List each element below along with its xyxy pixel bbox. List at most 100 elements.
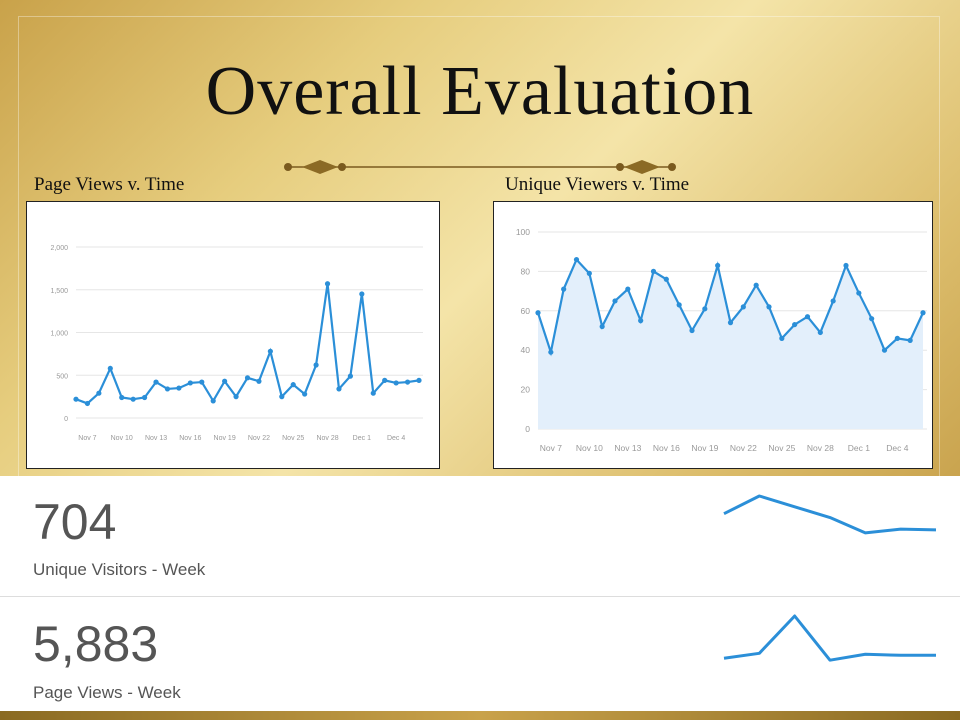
x-tick-label: Nov 16 — [179, 435, 201, 442]
data-point — [256, 378, 262, 384]
data-point — [843, 262, 849, 269]
data-point — [164, 386, 171, 392]
data-point — [727, 320, 734, 326]
data-point — [142, 394, 148, 401]
y-tick-label: 1,000 — [50, 331, 68, 338]
data-point — [702, 306, 708, 312]
y-tick-label: 20 — [521, 385, 531, 395]
data-point — [393, 380, 399, 386]
x-tick-label: Nov 28 — [807, 443, 834, 453]
page-views-chart-svg: 0 500 1,000 1,500 2,000 Nov 7 Nov 10 Nov 13 Nov … — [50, 245, 423, 442]
data-point — [359, 291, 365, 297]
data-point — [313, 362, 319, 368]
data-point — [187, 380, 193, 386]
x-tick-label: Dec 1 — [353, 435, 371, 442]
right-chart-label: Unique Viewers v. Time — [505, 174, 690, 195]
data-point — [625, 286, 631, 292]
data-point — [779, 335, 785, 341]
unique-visitors-value: 704 — [33, 494, 117, 550]
data-point — [869, 316, 875, 322]
unique-visitors-label: Unique Visitors - Week — [33, 560, 206, 579]
y-tick-label: 2,000 — [50, 245, 68, 252]
data-point — [573, 256, 580, 263]
data-point — [753, 282, 759, 288]
series-line — [75, 283, 420, 405]
slide-title: Overall Evaluation — [205, 53, 755, 130]
x-tick-label: Nov 19 — [691, 443, 718, 453]
data-point — [130, 396, 136, 402]
x-tick-label: Dec 4 — [387, 435, 405, 442]
data-point — [715, 262, 721, 269]
x-tick-label: Nov 16 — [653, 443, 680, 453]
data-point — [96, 390, 102, 396]
data-point — [689, 327, 695, 334]
data-point — [599, 323, 605, 330]
x-tick-label: Nov 19 — [214, 435, 236, 442]
y-tick-label: 80 — [521, 266, 531, 276]
x-tick-label: Nov 13 — [145, 435, 167, 442]
left-chart-label: Page Views v. Time — [34, 174, 185, 195]
page-views-value: 5,883 — [33, 616, 159, 672]
x-tick-label: Nov 10 — [111, 435, 133, 442]
x-tick-label: Nov 7 — [78, 435, 96, 442]
unique-viewers-chart-svg: 0 20 40 60 80 100 Nov 7 Nov 10 Nov 13 Nov 16 Nov 1… — [516, 227, 927, 453]
x-tick-label: Nov 10 — [576, 443, 603, 453]
data-point — [324, 281, 331, 287]
x-tick-label: Nov 25 — [282, 435, 304, 442]
data-point — [650, 268, 657, 274]
x-tick-label: Nov 25 — [768, 443, 795, 453]
data-point — [210, 398, 216, 404]
data-point — [290, 382, 296, 388]
data-point — [676, 302, 682, 308]
data-point — [638, 318, 644, 324]
data-point — [153, 379, 159, 385]
data-point — [176, 385, 182, 391]
y-tick-label: 100 — [516, 227, 530, 237]
unique-viewers-chart: 0 20 40 60 80 100 Nov 7 Nov 10 Nov 13 Nov 16 Nov 1… — [493, 201, 933, 469]
title-ornament — [284, 160, 676, 174]
data-point — [804, 314, 811, 320]
data-point — [73, 396, 79, 402]
sparkline-series — [723, 494, 937, 535]
data-point — [336, 386, 342, 392]
data-point — [792, 321, 798, 328]
data-point — [548, 349, 554, 355]
y-tick-label: 500 — [56, 373, 68, 380]
data-point — [561, 286, 567, 292]
data-point — [84, 400, 91, 407]
data-point — [267, 348, 273, 354]
sparkline-series — [723, 614, 936, 662]
y-tick-label: 0 — [64, 416, 68, 423]
data-point — [222, 378, 228, 384]
data-point — [920, 310, 926, 316]
stats-divider — [0, 596, 960, 597]
page-views-sparkline — [723, 614, 936, 662]
data-point — [894, 335, 900, 341]
data-point — [740, 304, 746, 310]
unique-visitors-sparkline — [723, 494, 937, 535]
data-point — [586, 270, 592, 276]
data-point — [347, 373, 353, 379]
data-point — [302, 391, 308, 397]
data-point — [279, 394, 285, 400]
data-point — [119, 394, 125, 401]
x-tick-label: Nov 22 — [248, 435, 270, 442]
bottom-strip — [0, 711, 960, 720]
x-tick-label: Dec 4 — [886, 443, 908, 453]
data-point — [244, 375, 251, 381]
page-views-label: Page Views - Week — [33, 683, 181, 702]
x-tick-label: Nov 13 — [614, 443, 641, 453]
data-point — [817, 329, 823, 336]
y-tick-label: 60 — [521, 306, 531, 316]
data-point — [881, 347, 888, 353]
page-views-chart: 0 500 1,000 1,500 2,000 Nov 7 Nov 10 Nov 13 Nov … — [26, 201, 440, 469]
data-point — [233, 394, 239, 400]
data-point — [612, 298, 618, 304]
x-tick-label: Dec 1 — [848, 443, 870, 453]
y-tick-label: 1,500 — [50, 288, 68, 295]
x-tick-label: Nov 7 — [540, 443, 562, 453]
x-tick-label: Nov 28 — [316, 435, 338, 442]
x-tick-label: Nov 22 — [730, 443, 757, 453]
data-point — [370, 390, 376, 396]
data-point — [404, 379, 411, 385]
